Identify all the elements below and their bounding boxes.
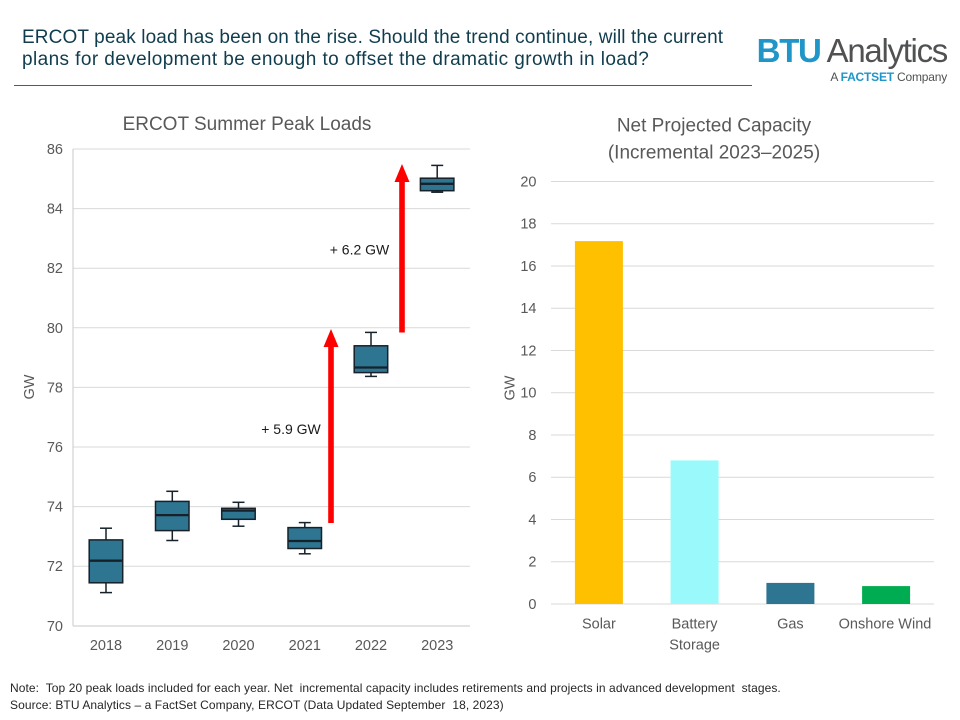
svg-text:+ 6.2 GW: + 6.2 GW [330, 242, 390, 258]
svg-text:Net Projected Capacity: Net Projected Capacity [617, 116, 812, 137]
svg-text:Gas: Gas [777, 617, 804, 633]
svg-text:(Incremental 2023–2025): (Incremental 2023–2025) [608, 142, 820, 163]
svg-text:+ 5.9 GW: + 5.9 GW [261, 421, 321, 437]
svg-text:4: 4 [528, 513, 536, 529]
svg-text:ERCOT Summer Peak Loads: ERCOT Summer Peak Loads [123, 114, 372, 135]
svg-text:78: 78 [47, 380, 63, 396]
svg-text:2022: 2022 [355, 638, 387, 654]
svg-text:Storage: Storage [669, 638, 720, 654]
svg-text:20: 20 [520, 175, 536, 191]
svg-text:70: 70 [47, 619, 63, 635]
svg-text:8: 8 [528, 428, 536, 444]
svg-text:76: 76 [47, 440, 63, 456]
svg-text:10: 10 [520, 386, 536, 402]
svg-text:2018: 2018 [90, 638, 122, 654]
svg-text:16: 16 [520, 259, 536, 275]
svg-text:72: 72 [47, 559, 63, 575]
svg-text:80: 80 [47, 321, 63, 337]
svg-text:Battery: Battery [672, 617, 719, 633]
svg-text:2020: 2020 [222, 638, 254, 654]
svg-text:Onshore Wind: Onshore Wind [839, 617, 932, 633]
svg-text:0: 0 [528, 597, 536, 613]
svg-text:74: 74 [47, 500, 63, 516]
svg-text:GW: GW [503, 375, 519, 400]
svg-text:2023: 2023 [421, 638, 453, 654]
svg-text:Solar: Solar [582, 617, 616, 633]
svg-text:12: 12 [520, 344, 536, 360]
svg-text:86: 86 [47, 142, 63, 158]
svg-text:18: 18 [520, 217, 536, 233]
svg-text:84: 84 [47, 202, 63, 218]
svg-text:6: 6 [528, 470, 536, 486]
svg-text:2021: 2021 [289, 638, 321, 654]
svg-text:82: 82 [47, 261, 63, 277]
svg-text:2: 2 [528, 555, 536, 571]
svg-text:14: 14 [520, 301, 536, 317]
svg-text:2019: 2019 [156, 638, 188, 654]
svg-text:GW: GW [22, 374, 38, 399]
